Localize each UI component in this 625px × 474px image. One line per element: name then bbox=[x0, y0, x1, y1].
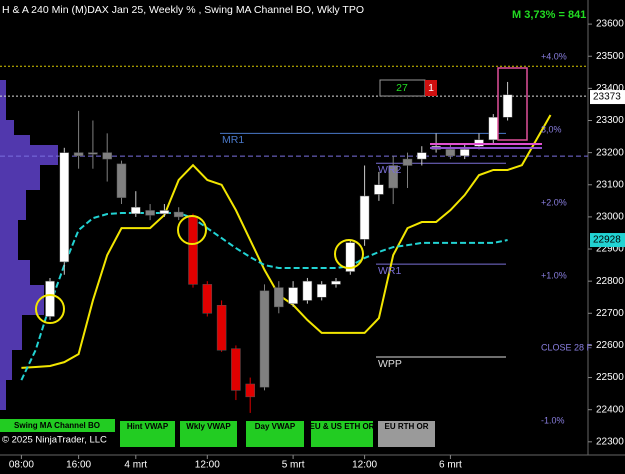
toolbar-button[interactable] bbox=[246, 421, 304, 447]
y-tick-label: 23600 bbox=[596, 19, 624, 30]
toolbar-button-label: Day VWAP bbox=[255, 422, 296, 431]
y-tick-label: 22900 bbox=[596, 244, 624, 255]
order-count-box[interactable] bbox=[425, 80, 437, 96]
candle-body bbox=[359, 195, 370, 240]
level-label: WR2 bbox=[378, 164, 401, 176]
toolbar-button[interactable] bbox=[180, 421, 237, 447]
price-flag bbox=[590, 90, 625, 105]
plot-area bbox=[0, 65, 588, 413]
candle-body bbox=[145, 210, 155, 216]
candle-body bbox=[459, 149, 470, 157]
candle-body bbox=[445, 149, 456, 157]
y-tick-label: 23100 bbox=[596, 179, 624, 190]
indicator-line bbox=[21, 114, 552, 369]
percent-label: +1.0% bbox=[541, 270, 567, 280]
candle-body bbox=[302, 280, 313, 301]
x-tick-label: 6 mrt bbox=[439, 460, 462, 471]
candle-body bbox=[417, 152, 427, 160]
percent-label: +2.0% bbox=[541, 197, 567, 207]
y-tick-label: 23300 bbox=[596, 115, 624, 126]
candle-body bbox=[188, 216, 198, 285]
y-tick-label: 23500 bbox=[596, 51, 624, 62]
y-tick-label: 23200 bbox=[596, 147, 624, 158]
candle-body bbox=[345, 242, 356, 272]
y-tick-label: 22600 bbox=[596, 340, 624, 351]
candle-body bbox=[374, 184, 384, 195]
level-label: MR1 bbox=[222, 134, 244, 146]
level-label: WR1 bbox=[378, 265, 401, 277]
strategy-label: Swing MA Channel BO bbox=[14, 421, 100, 430]
candle-body bbox=[231, 348, 241, 391]
candle-body bbox=[159, 210, 170, 214]
y-tick-label: 22300 bbox=[596, 436, 624, 447]
y-tick-label: 22800 bbox=[596, 276, 624, 287]
percent-label: +4.0% bbox=[541, 52, 567, 62]
candle-body bbox=[288, 287, 298, 304]
toolbar-button-label: EU & US ETH OR bbox=[310, 422, 375, 431]
copyright: © 2025 NinjaTrader, LLC bbox=[2, 435, 107, 446]
annotations bbox=[35, 67, 542, 324]
candle-body bbox=[274, 287, 284, 308]
percent-label: -1.0% bbox=[541, 415, 565, 425]
y-tick-label: 23000 bbox=[596, 212, 624, 223]
toolbar-button-label: Hint VWAP bbox=[127, 422, 169, 431]
x-tick-label: 16:00 bbox=[66, 460, 91, 471]
price-flag-label: 23373 bbox=[593, 92, 621, 103]
candle-body bbox=[502, 94, 513, 118]
candle-body bbox=[488, 117, 499, 141]
toolbar-button-label: Wkly VWAP bbox=[186, 422, 231, 431]
order-count: 1 bbox=[428, 82, 434, 94]
candle-body bbox=[73, 152, 84, 157]
y-tick-label: 22700 bbox=[596, 308, 624, 319]
toolbar-button[interactable] bbox=[120, 421, 175, 447]
price-flag bbox=[590, 233, 625, 248]
x-tick-label: 12:00 bbox=[352, 460, 377, 471]
candle-body bbox=[102, 152, 112, 160]
candle-body bbox=[474, 139, 484, 147]
price-flag-label: 22928 bbox=[593, 235, 621, 246]
candle-body bbox=[116, 163, 127, 198]
toolbar-button[interactable] bbox=[378, 421, 435, 447]
candle-body bbox=[331, 280, 341, 285]
candle-body bbox=[216, 305, 227, 351]
chart-title: H & A 240 Min (M)DAX Jan 25, Weekly % , … bbox=[2, 4, 364, 16]
candle-body bbox=[173, 211, 184, 218]
x-tick-label: 08:00 bbox=[9, 460, 34, 471]
indicator-line bbox=[20, 212, 508, 381]
x-tick-label: 4 mrt bbox=[124, 460, 147, 471]
candle-body bbox=[388, 165, 398, 189]
stat-label: M 3,73% = 841 bbox=[512, 9, 586, 21]
strategy-button[interactable] bbox=[0, 419, 115, 432]
candle-body bbox=[88, 152, 98, 155]
percent-label: 3,0% bbox=[541, 125, 562, 135]
y-tick-label: 22400 bbox=[596, 404, 624, 415]
percent-label: CLOSE 28 F bbox=[541, 342, 593, 352]
order-quantity: 27 bbox=[396, 82, 408, 94]
candle-body bbox=[245, 383, 255, 398]
candle-body bbox=[131, 207, 141, 214]
candle-body bbox=[402, 158, 413, 166]
candle-body bbox=[259, 290, 270, 388]
candle-body bbox=[45, 280, 55, 317]
candle-body bbox=[59, 152, 70, 263]
x-tick-label: 12:00 bbox=[195, 460, 220, 471]
y-tick-label: 22500 bbox=[596, 372, 624, 383]
candle-body bbox=[316, 284, 327, 298]
toolbar-button[interactable] bbox=[311, 421, 373, 447]
candle-body bbox=[202, 284, 213, 314]
y-tick-label: 23400 bbox=[596, 83, 624, 94]
level-label: WPP bbox=[378, 358, 402, 370]
toolbar-button-label: EU RTH OR bbox=[385, 422, 429, 431]
x-tick-label: 5 mrt bbox=[282, 460, 305, 471]
